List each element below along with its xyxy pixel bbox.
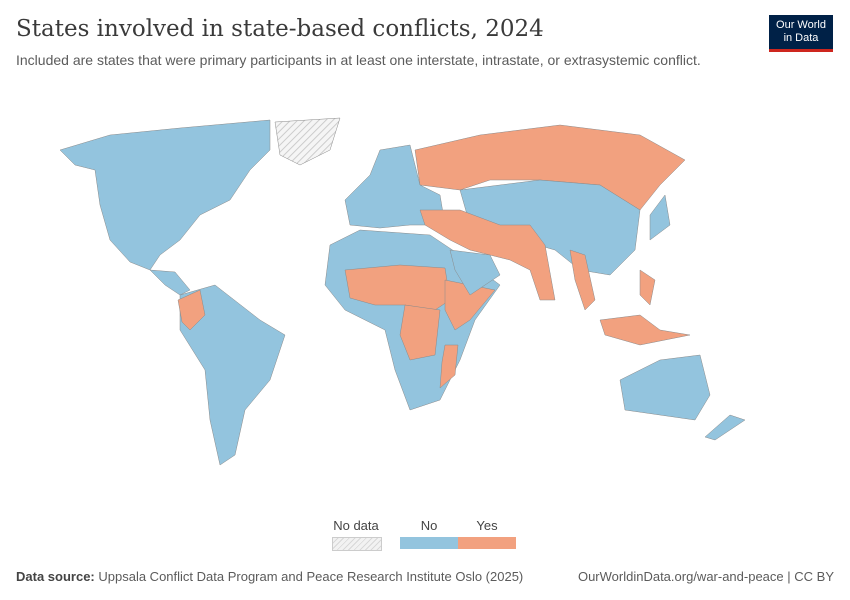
- new-zealand[interactable]: [704, 414, 746, 441]
- mozambique[interactable]: [439, 344, 459, 389]
- middle-east-conflict[interactable]: [419, 209, 556, 301]
- philippines[interactable]: [639, 269, 656, 306]
- japan[interactable]: [649, 194, 671, 241]
- legend-swatch-no[interactable]: [400, 537, 458, 549]
- legend-label-no-data: No data: [333, 518, 379, 533]
- central-america[interactable]: [149, 269, 191, 296]
- europe[interactable]: [344, 144, 446, 229]
- world-map[interactable]: [0, 110, 850, 480]
- southeast-asia[interactable]: [599, 314, 691, 346]
- south-america[interactable]: [179, 284, 286, 466]
- drc-conflict[interactable]: [399, 304, 441, 361]
- greenland[interactable]: [274, 117, 341, 166]
- data-source: Data source: Uppsala Conflict Data Progr…: [16, 569, 523, 584]
- chart-title: States involved in state-based conflicts…: [16, 16, 544, 42]
- north-america[interactable]: [59, 119, 271, 271]
- legend-label-no: No: [420, 518, 438, 533]
- legend-swatch-yes[interactable]: [458, 537, 516, 549]
- myanmar-thailand[interactable]: [569, 249, 596, 311]
- owid-link[interactable]: OurWorldinData.org/war-and-peace: [577, 569, 784, 584]
- legend-label-yes: Yes: [476, 518, 498, 533]
- logo-line2: in Data: [783, 32, 819, 44]
- chart-subtitle: Included are states that were primary pa…: [16, 52, 701, 68]
- owid-logo[interactable]: Our World in Data: [769, 15, 833, 52]
- australia[interactable]: [619, 354, 711, 421]
- arabia[interactable]: [449, 249, 501, 296]
- colombia[interactable]: [177, 289, 206, 331]
- footer-link: OurWorldinData.org/war-and-peace | CC BY: [578, 569, 834, 584]
- legend-swatch-no-data[interactable]: [332, 537, 382, 551]
- logo-line1: Our World: [776, 19, 826, 31]
- source-label: Data source:: [16, 569, 95, 584]
- license[interactable]: | CC BY: [787, 569, 834, 584]
- source-text: Uppsala Conflict Data Program and Peace …: [98, 569, 524, 584]
